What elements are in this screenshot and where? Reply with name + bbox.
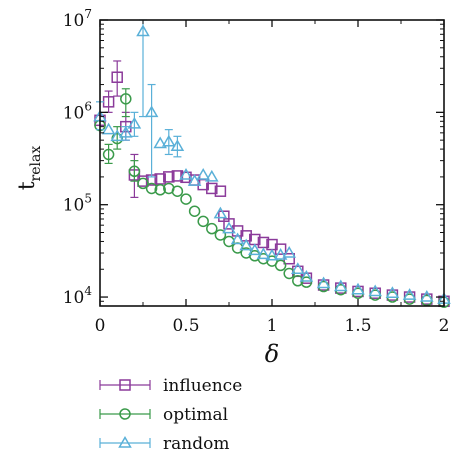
x-axis-label: δ: [265, 340, 279, 368]
random-point: [256, 247, 271, 260]
optimal-point: [171, 185, 184, 197]
random-point: [273, 248, 288, 260]
influence-point: [111, 71, 123, 83]
influence-point: [223, 218, 235, 230]
x-tick-label: 2: [439, 316, 450, 336]
plot-marks: [93, 19, 451, 308]
legend: influence optimal random: [99, 376, 242, 454]
x-tick-label: 1: [267, 316, 278, 336]
influence-point: [214, 185, 227, 197]
random-point: [299, 269, 314, 282]
x-tick-label: 0: [95, 316, 106, 336]
random-point: [247, 243, 262, 256]
random-point: [213, 206, 228, 219]
random-point: [239, 238, 254, 251]
optimal-point: [197, 215, 209, 228]
legend-entry-optimal: optimal: [99, 405, 228, 425]
legend-label: influence: [163, 376, 242, 396]
random-point: [230, 232, 245, 245]
random-point: [316, 276, 331, 289]
legend-entry-influence: influence: [99, 376, 242, 396]
legend-entry-random: random: [99, 434, 229, 454]
random-point: [368, 284, 383, 297]
optimal-point: [154, 184, 166, 196]
random-point: [385, 286, 400, 298]
random-point: [196, 167, 211, 180]
influence-point: [206, 182, 218, 195]
y-tick-label: 107: [63, 7, 92, 31]
optimal-point: [180, 193, 192, 205]
axis-ticks: 0 0.5 1 1.5 2 104 105 106 107: [63, 7, 450, 336]
random-point: [161, 134, 176, 147]
legend-label: optimal: [163, 405, 228, 425]
influence-point: [163, 171, 175, 183]
y-axis-label: trelax: [15, 146, 44, 191]
optimal-point: [214, 229, 227, 241]
random-point: [419, 290, 434, 302]
optimal-point: [300, 276, 313, 288]
random-point: [110, 129, 125, 142]
optimal-point: [137, 177, 149, 190]
legend-marker: [118, 436, 132, 448]
random-point: [204, 169, 219, 182]
x-tick-label: 0.5: [172, 316, 199, 336]
influence-point: [274, 243, 287, 255]
series-optimal: [94, 88, 450, 308]
random-point: [153, 136, 168, 149]
random-point: [170, 139, 185, 151]
random-point: [187, 174, 202, 186]
random-point: [402, 288, 417, 300]
random-point: [101, 122, 116, 135]
y-tick-label: 105: [63, 192, 92, 216]
random-point: [118, 125, 133, 138]
optimal-point: [120, 93, 132, 105]
random-point: [136, 24, 150, 37]
random-point: [265, 248, 279, 261]
series-random: [93, 19, 451, 304]
random-point: [282, 245, 297, 258]
x-tick-label: 1.5: [344, 316, 371, 336]
random-point: [290, 262, 305, 275]
random-point: [222, 221, 236, 234]
random-point: [127, 116, 142, 129]
y-tick-label: 106: [63, 99, 92, 123]
influence-point: [154, 173, 166, 185]
legend-label: random: [163, 434, 229, 454]
optimal-point: [274, 259, 287, 272]
legend-marker: [119, 379, 131, 391]
optimal-point: [145, 182, 158, 195]
optimal-point: [188, 205, 201, 217]
random-point: [179, 167, 193, 180]
optimal-point: [102, 148, 115, 161]
random-point: [333, 279, 348, 292]
optimal-point: [206, 222, 218, 235]
y-tick-label: 104: [63, 284, 93, 308]
optimal-point: [128, 165, 141, 178]
legend-marker: [119, 408, 131, 420]
random-point: [351, 282, 365, 295]
random-point: [144, 105, 159, 118]
